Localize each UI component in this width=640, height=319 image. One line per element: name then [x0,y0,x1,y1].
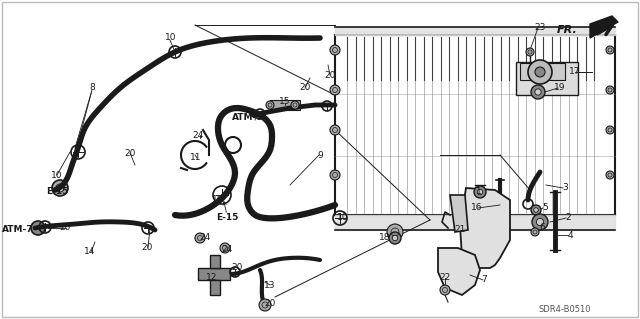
Text: 10: 10 [337,213,349,222]
Circle shape [330,45,340,55]
Circle shape [535,89,541,95]
Circle shape [220,243,230,253]
Circle shape [606,171,614,179]
Text: FR.: FR. [557,25,578,35]
Text: E-15: E-15 [46,188,68,197]
Text: 4: 4 [567,231,573,240]
Text: 20: 20 [324,70,336,79]
Text: 15: 15 [279,98,291,107]
Circle shape [526,48,534,56]
Text: 19: 19 [554,84,566,93]
Circle shape [535,67,545,77]
Circle shape [56,184,64,192]
Circle shape [606,86,614,94]
Text: 5: 5 [542,204,548,212]
Text: 20: 20 [60,224,70,233]
Circle shape [330,85,340,95]
Circle shape [531,205,541,215]
Polygon shape [460,188,510,268]
Circle shape [195,233,205,243]
Text: 12: 12 [206,273,218,283]
Text: 24: 24 [221,246,232,255]
Text: 20: 20 [264,299,276,308]
Text: 22: 22 [440,273,451,283]
Circle shape [266,101,274,109]
Circle shape [477,189,483,195]
Text: 20: 20 [231,263,243,271]
Text: ATM-7: ATM-7 [232,114,264,122]
Circle shape [474,186,486,198]
Polygon shape [210,255,220,268]
Text: 16: 16 [471,204,483,212]
Text: 20: 20 [300,84,310,93]
Circle shape [534,208,538,212]
Text: 6: 6 [539,224,545,233]
Text: 10: 10 [212,196,224,204]
Circle shape [389,232,401,244]
Circle shape [531,228,539,236]
Text: 9: 9 [317,151,323,160]
Polygon shape [520,63,565,80]
Text: 11: 11 [190,152,202,161]
Polygon shape [335,215,615,230]
Text: 24: 24 [200,234,211,242]
Text: 20: 20 [141,243,153,253]
Text: E-15: E-15 [216,212,238,221]
Text: SDR4-B0510: SDR4-B0510 [539,306,591,315]
Text: 7: 7 [481,276,487,285]
Circle shape [528,60,552,84]
Circle shape [52,180,68,196]
Polygon shape [210,280,220,295]
Circle shape [31,221,45,235]
Text: 13: 13 [264,280,276,290]
Circle shape [531,85,545,99]
Circle shape [259,299,271,311]
Circle shape [440,285,450,295]
Circle shape [291,101,299,109]
Polygon shape [590,16,618,38]
Text: 21: 21 [454,226,466,234]
Text: 10: 10 [51,170,63,180]
Text: 23: 23 [534,24,546,33]
Text: 24: 24 [193,130,204,139]
Polygon shape [270,100,300,110]
Circle shape [330,170,340,180]
Circle shape [387,224,403,240]
Text: 8: 8 [89,84,95,93]
Circle shape [606,126,614,134]
Text: ATM-7: ATM-7 [2,226,34,234]
Text: 17: 17 [569,68,580,77]
Polygon shape [335,27,615,35]
Polygon shape [516,62,578,95]
Circle shape [392,235,397,241]
Text: 2: 2 [565,213,571,222]
Text: 3: 3 [562,183,568,192]
Polygon shape [198,268,230,280]
Text: 14: 14 [84,248,96,256]
Circle shape [330,125,340,135]
Text: 18: 18 [380,233,391,241]
Polygon shape [438,248,480,295]
Circle shape [606,46,614,54]
Text: 20: 20 [124,149,136,158]
Polygon shape [450,195,468,232]
Text: 10: 10 [165,33,177,42]
Text: 1: 1 [476,188,482,197]
Circle shape [536,219,543,226]
Circle shape [532,214,548,230]
